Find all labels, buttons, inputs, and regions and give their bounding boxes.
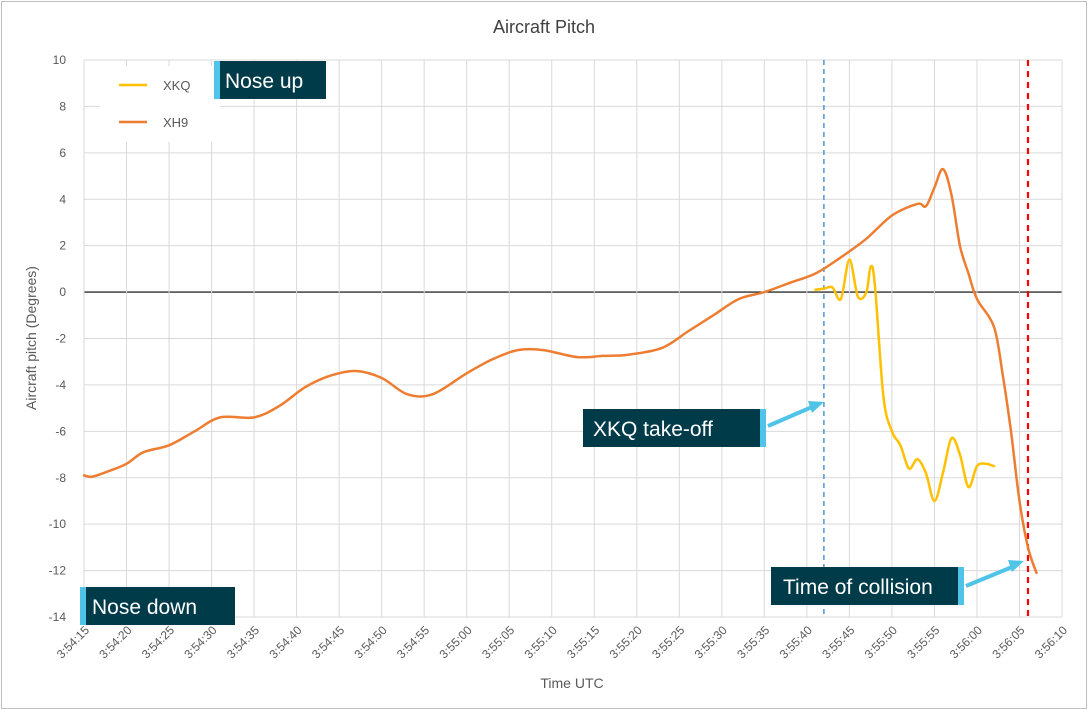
callout-accent bbox=[958, 567, 964, 605]
y-tick-label: 0 bbox=[59, 285, 66, 299]
x-tick-label: 3:55:15 bbox=[564, 623, 602, 661]
x-tick-label: 3:55:05 bbox=[479, 623, 517, 661]
callout-takeoff-text: XKQ take-off bbox=[593, 418, 713, 441]
chart-title: Aircraft Pitch bbox=[493, 17, 595, 37]
y-tick-labels: -14 -12 -10 -8 -6 -4 -2 0 2 4 6 8 10 bbox=[49, 53, 67, 624]
series-line-xh9 bbox=[82, 167, 1038, 575]
y-tick-label: 6 bbox=[59, 146, 66, 160]
callout-box bbox=[214, 61, 326, 99]
x-axis-title: Time UTC bbox=[540, 675, 603, 691]
callout-nose-up-text: Nose up bbox=[225, 70, 303, 93]
arrowhead-takeoff bbox=[808, 401, 824, 413]
y-axis-title: Aircraft pitch (Degrees) bbox=[23, 266, 39, 410]
legend-background bbox=[100, 66, 220, 142]
arrow-collision bbox=[965, 565, 1013, 588]
callout-nose-down-text: Nose down bbox=[92, 596, 197, 619]
x-tick-label: 3:55:10 bbox=[522, 623, 560, 661]
x-tick-label: 3:54:20 bbox=[96, 623, 134, 661]
legend-label-xh9: XH9 bbox=[163, 115, 188, 130]
y-tick-label: 10 bbox=[53, 53, 67, 67]
x-tick-label: 3:54:25 bbox=[139, 623, 177, 661]
x-tick-label: 3:55:25 bbox=[649, 623, 687, 661]
callout-takeoff: XKQ take-off bbox=[583, 401, 824, 447]
callout-box bbox=[771, 567, 964, 605]
x-tick-label: 3:55:20 bbox=[607, 623, 645, 661]
y-tick-label: -12 bbox=[49, 564, 67, 578]
x-tick-label: 3:55:00 bbox=[437, 623, 475, 661]
y-tick-label: 4 bbox=[59, 192, 66, 206]
x-tick-label: 3:55:30 bbox=[692, 623, 730, 661]
callout-box bbox=[80, 587, 235, 625]
x-tick-labels: 3:54:15 3:54:20 3:54:25 3:54:30 3:54:35 3:54:… bbox=[54, 623, 1070, 661]
callout-collision-text: Time of collision bbox=[783, 576, 933, 599]
x-tick-label: 3:55:40 bbox=[777, 623, 815, 661]
callout-nose-down: Nose down bbox=[80, 587, 235, 625]
x-tick-label: 3:54:35 bbox=[224, 623, 262, 661]
x-tick-label: 3:54:55 bbox=[394, 623, 432, 661]
y-tick-label: 2 bbox=[59, 239, 66, 253]
x-tick-label: 3:54:40 bbox=[266, 623, 304, 661]
y-tick-label: -4 bbox=[55, 378, 66, 392]
x-tick-label: 3:56:05 bbox=[989, 623, 1027, 661]
arrow-takeoff bbox=[767, 405, 813, 428]
x-tick-label: 3:54:15 bbox=[54, 623, 92, 661]
x-tick-label: 3:56:00 bbox=[947, 623, 985, 661]
x-tick-label: 3:54:50 bbox=[351, 623, 389, 661]
y-tick-label: -10 bbox=[49, 517, 67, 531]
callout-accent bbox=[760, 409, 766, 447]
legend-label-xkq: XKQ bbox=[163, 78, 190, 93]
series-line-xkq bbox=[814, 258, 996, 503]
grid bbox=[83, 59, 1063, 618]
reference-lines bbox=[823, 60, 1030, 617]
y-tick-label: -2 bbox=[55, 332, 66, 346]
arrowhead-collision bbox=[1008, 560, 1024, 572]
x-tick-label: 3:55:45 bbox=[819, 623, 857, 661]
y-tick-label: -14 bbox=[49, 610, 67, 624]
callout-accent bbox=[80, 587, 86, 625]
callout-box bbox=[583, 409, 766, 447]
y-tick-label: -6 bbox=[55, 424, 66, 438]
x-tick-label: 3:54:30 bbox=[181, 623, 219, 661]
legend: XKQ XH9 bbox=[100, 66, 220, 142]
y-tick-label: -8 bbox=[55, 471, 66, 485]
x-tick-label: 3:55:35 bbox=[734, 623, 772, 661]
series bbox=[82, 167, 1038, 575]
x-tick-label: 3:54:45 bbox=[309, 623, 347, 661]
y-tick-label: 8 bbox=[59, 99, 66, 113]
x-tick-label: 3:55:55 bbox=[904, 623, 942, 661]
x-tick-label: 3:55:50 bbox=[862, 623, 900, 661]
x-tick-label: 3:56:10 bbox=[1032, 623, 1070, 661]
callout-accent bbox=[214, 61, 220, 99]
callout-nose-up: Nose up bbox=[214, 61, 326, 99]
callout-collision: Time of collision bbox=[771, 560, 1024, 605]
